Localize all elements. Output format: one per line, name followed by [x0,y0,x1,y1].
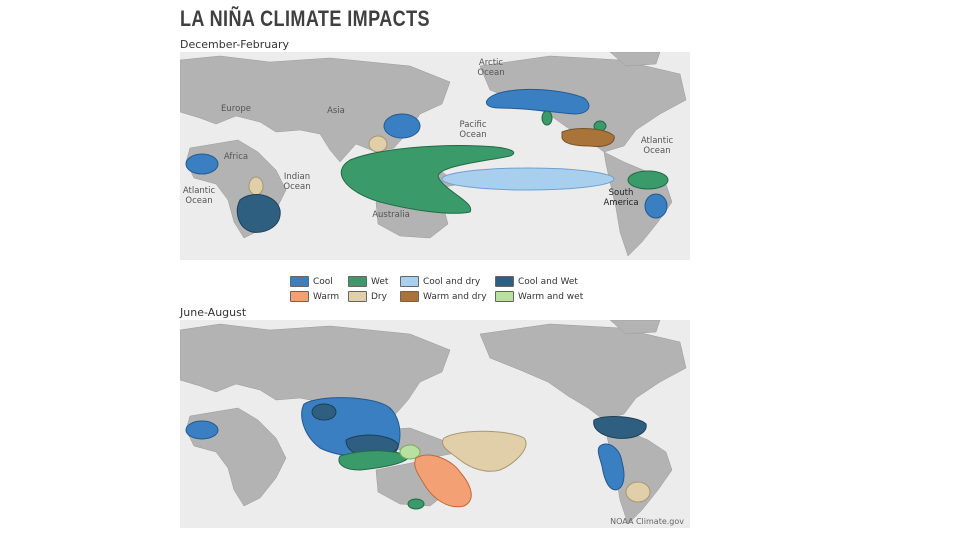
impact-cool-west-south-america [597,443,625,491]
legend: Cool Wet Cool and dry Cool and Wet Warm … [290,276,610,308]
legend-label: Warm [313,291,340,302]
winter-season-label: December-February [180,38,290,51]
impact-warm-southwest-pacific [414,454,472,508]
impact-dry-east-africa [248,176,264,196]
legend-item-warm: Warm [290,291,339,302]
legend-swatch-warm [290,291,309,302]
page-title: LA NIÑA CLIMATE IMPACTS [180,6,430,31]
label-arctic-ocean: Arctic Ocean [477,58,505,78]
legend-swatch-dry [348,291,367,302]
legend-item-wet: Wet [348,276,388,287]
impact-dry-central-pacific [442,430,527,472]
impact-cool-wet-india [311,403,337,421]
legend-label: Cool and dry [423,276,481,287]
impact-wet-ohio-valley [541,110,553,126]
impact-cool-dry-central-pacific [441,167,615,191]
impact-cool-east-asia [383,113,421,139]
legend-item-warm-and-dry: Warm and dry [400,291,487,302]
label-atlantic-ocean-east: Atlantic Ocean [182,186,216,206]
label-pacific-ocean: Pacific Ocean [459,120,487,140]
impact-wet-indonesia [338,450,411,471]
label-asia: Asia [327,106,345,116]
impact-warm-dry-southern-us [561,128,615,147]
impact-cool-northwest-america [485,89,590,115]
legend-swatch-warm-and-wet [495,291,514,302]
label-africa: Africa [223,152,249,162]
impact-dry-southern-china [368,135,388,153]
impact-wet-maritime-continent [340,145,515,214]
impact-warm-wet-new-guinea [399,444,421,460]
legend-item-cool: Cool [290,276,333,287]
impact-wet-northern-south-america [627,170,669,190]
legend-label: Cool [313,276,333,287]
label-indian-ocean: Indian Ocean [283,172,311,192]
impact-cool-wet-northern-south-america [593,416,647,439]
summer-map: NOAA Climate.gov [180,320,690,528]
label-atlantic-ocean-west: Atlantic Ocean [640,136,674,156]
impact-wet-tasmania [407,498,425,510]
legend-item-dry: Dry [348,291,387,302]
winter-impact-regions [185,89,669,233]
legend-label: Warm and dry [423,291,487,302]
legend-label: Warm and wet [518,291,584,302]
legend-swatch-cool-and-dry [400,276,419,287]
summer-season-label: June-August [180,306,247,319]
impact-cool-southeast-south-america [644,193,668,219]
impact-dry-southeast-south-america [625,481,651,503]
legend-item-cool-and-dry: Cool and dry [400,276,480,287]
label-south-america: South America [603,188,639,208]
impact-cool-west-africa [185,153,219,175]
winter-map-svg [180,52,687,257]
legend-swatch-warm-and-dry [400,291,419,302]
impact-cool-west-africa-summer [185,420,219,440]
legend-swatch-cool-and-wet [495,276,514,287]
legend-item-warm-and-wet: Warm and wet [495,291,583,302]
legend-label: Wet [371,276,389,287]
winter-map: Arctic Ocean Europe Asia Africa Pacific … [180,52,690,260]
legend-swatch-cool [290,276,309,287]
legend-label: Cool and Wet [518,276,578,287]
label-australia: Australia [372,210,410,220]
summer-map-svg [180,320,687,525]
label-europe: Europe [221,104,251,114]
credit-text: NOAA Climate.gov [610,517,684,526]
legend-label: Dry [371,291,387,302]
legend-item-cool-and-wet: Cool and Wet [495,276,578,287]
impact-cool-wet-south-africa [236,194,281,233]
legend-swatch-wet [348,276,367,287]
summer-impact-regions [185,397,651,510]
